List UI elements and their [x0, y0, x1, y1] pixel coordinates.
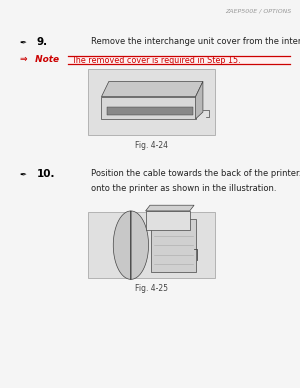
Polygon shape — [107, 107, 193, 115]
Text: ZAEP500E / OPTIONS: ZAEP500E / OPTIONS — [225, 9, 291, 14]
Text: Fig. 4-24: Fig. 4-24 — [135, 141, 168, 150]
Polygon shape — [146, 211, 190, 230]
Polygon shape — [101, 97, 196, 119]
FancyBboxPatch shape — [88, 69, 215, 135]
FancyBboxPatch shape — [88, 212, 215, 279]
Text: Remove the interchange unit cover from the interchange unit.: Remove the interchange unit cover from t… — [91, 37, 300, 46]
Polygon shape — [113, 211, 148, 279]
Text: ✒: ✒ — [19, 37, 26, 46]
Text: ⇒: ⇒ — [19, 55, 27, 64]
Text: ✒: ✒ — [19, 169, 26, 178]
Text: 9.: 9. — [37, 37, 48, 47]
FancyBboxPatch shape — [68, 56, 290, 64]
Text: onto the printer as shown in the illustration.: onto the printer as shown in the illustr… — [91, 184, 277, 193]
Text: The removed cover is required in Step 15.: The removed cover is required in Step 15… — [70, 55, 240, 65]
Polygon shape — [101, 81, 203, 97]
Polygon shape — [196, 81, 203, 119]
Text: Note: Note — [32, 55, 59, 64]
Text: Position the cable towards the back of the printer. Place the interchange unit: Position the cable towards the back of t… — [91, 169, 300, 178]
Polygon shape — [152, 218, 196, 272]
Text: Fig. 4-25: Fig. 4-25 — [135, 284, 168, 293]
Text: 10.: 10. — [37, 169, 55, 179]
Polygon shape — [146, 205, 194, 211]
